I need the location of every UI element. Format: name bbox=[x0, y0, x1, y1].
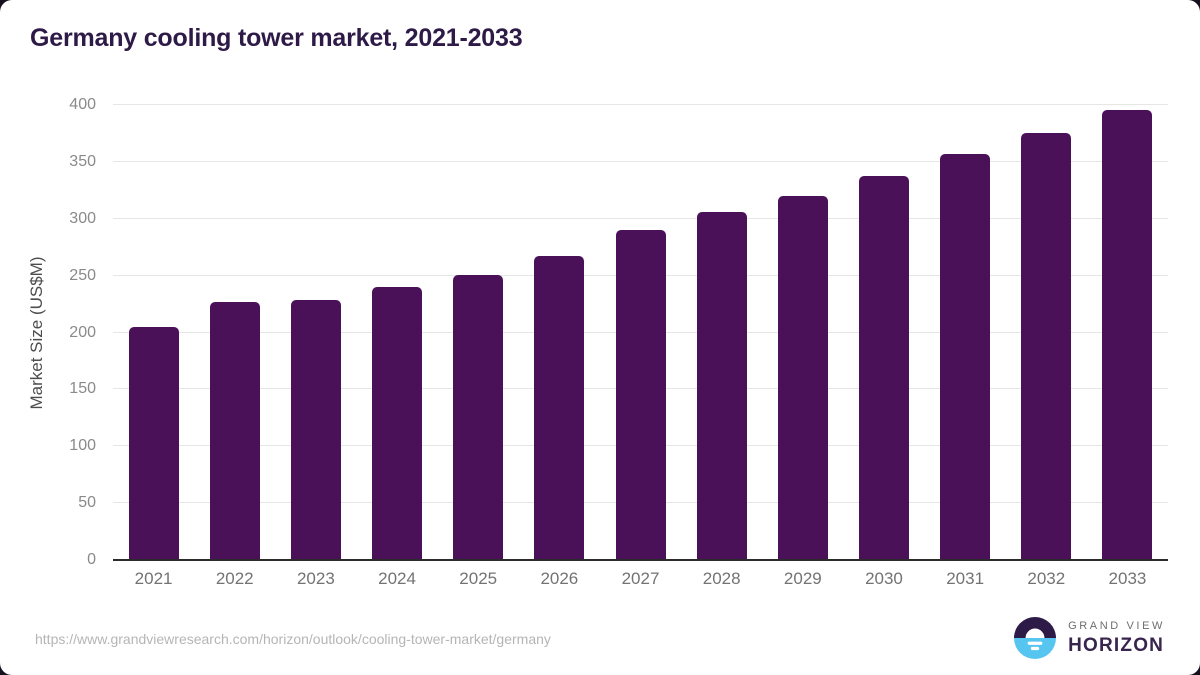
x-tick-label-2031: 2031 bbox=[946, 569, 985, 588]
bar-slot-2028 bbox=[681, 211, 762, 560]
bar-2028[interactable] bbox=[696, 211, 747, 560]
bar-2023[interactable] bbox=[290, 299, 341, 560]
x-axis-tick-labels: 2021 2022 2023 2024 2025 2026 2027 2028 2029 2030… bbox=[113, 569, 1168, 589]
bar-2029[interactable] bbox=[777, 196, 828, 560]
plot-area: Market Size (US$M) 0 50 100 150 200 250 300 350… bbox=[27, 97, 1168, 568]
y-tick-label-400: 400 bbox=[69, 96, 96, 113]
y-tick-label-100: 100 bbox=[69, 437, 96, 455]
bar-slot-2033 bbox=[1087, 109, 1168, 560]
bar-slot-2027 bbox=[600, 230, 681, 560]
bar-2032[interactable] bbox=[1021, 133, 1072, 560]
x-tick-label-2033: 2033 bbox=[1108, 569, 1147, 588]
source-url: https://www.grandviewresearch.com/horizo… bbox=[35, 631, 551, 647]
y-tick-label-0: 0 bbox=[87, 551, 96, 568]
bar-slot-2030 bbox=[843, 175, 924, 560]
y-tick-label-300: 300 bbox=[69, 209, 96, 227]
x-tick-label-2032: 2032 bbox=[1027, 569, 1066, 588]
x-tick-label-2026: 2026 bbox=[540, 569, 579, 588]
x-tick-label-2029: 2029 bbox=[783, 569, 822, 588]
bar-2026[interactable] bbox=[534, 256, 585, 560]
bars-layer bbox=[113, 105, 1168, 560]
x-tick-label-2024: 2024 bbox=[378, 569, 416, 588]
bar-slot-2026 bbox=[519, 256, 600, 560]
bar-2033[interactable] bbox=[1102, 109, 1153, 560]
brand-name-bottom: HORIZON bbox=[1068, 635, 1165, 656]
x-tick-label-2023: 2023 bbox=[296, 569, 335, 588]
x-tick-label-2021: 2021 bbox=[134, 569, 173, 588]
y-tick-label-150: 150 bbox=[69, 380, 96, 398]
x-axis-line bbox=[113, 559, 1168, 561]
bar-2022[interactable] bbox=[209, 301, 260, 560]
bar-2027[interactable] bbox=[615, 230, 666, 560]
gridline-350 bbox=[113, 160, 1168, 162]
y-axis-title: Market Size (US$M) bbox=[27, 255, 46, 410]
bar-slot-2022 bbox=[194, 301, 275, 560]
brand-name-top: GRAND VIEW bbox=[1068, 620, 1165, 632]
bar-2025[interactable] bbox=[453, 274, 504, 560]
brand-logo-link[interactable]: GRAND VIEW HORIZON bbox=[1014, 617, 1165, 659]
y-tick-label-350: 350 bbox=[69, 152, 96, 170]
sun-over-horizon-icon bbox=[1014, 617, 1057, 659]
gridline-300 bbox=[113, 217, 1168, 219]
y-tick-label-50: 50 bbox=[78, 494, 96, 512]
bar-slot-2031 bbox=[925, 153, 1006, 560]
bar-2024[interactable] bbox=[372, 287, 423, 560]
x-tick-label-2030: 2030 bbox=[865, 569, 903, 588]
gridline-400 bbox=[113, 104, 1168, 105]
y-tick-label-200: 200 bbox=[69, 323, 96, 341]
bar-2031[interactable] bbox=[940, 153, 991, 560]
bar-slot-2032 bbox=[1006, 133, 1087, 560]
bar-slot-2023 bbox=[275, 299, 356, 560]
bar-slot-2021 bbox=[113, 326, 194, 560]
bar-2030[interactable] bbox=[858, 175, 909, 560]
bar-slot-2025 bbox=[438, 274, 519, 560]
bar-2021[interactable] bbox=[128, 326, 179, 560]
chart-title: Germany cooling tower market, 2021-2033 bbox=[30, 24, 523, 52]
x-tick-label-2028: 2028 bbox=[702, 569, 741, 588]
brand-wordmark: GRAND VIEW HORIZON bbox=[1068, 620, 1165, 656]
bar-slot-2029 bbox=[762, 196, 843, 560]
y-tick-label-250: 250 bbox=[69, 266, 96, 284]
x-tick-label-2027: 2027 bbox=[621, 569, 660, 588]
bar-slot-2024 bbox=[356, 287, 437, 560]
x-tick-label-2022: 2022 bbox=[215, 569, 254, 588]
x-tick-label-2025: 2025 bbox=[459, 569, 498, 588]
